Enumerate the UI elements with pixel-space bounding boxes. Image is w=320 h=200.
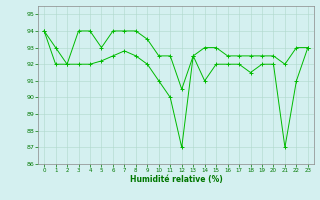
X-axis label: Humidité relative (%): Humidité relative (%) (130, 175, 222, 184)
